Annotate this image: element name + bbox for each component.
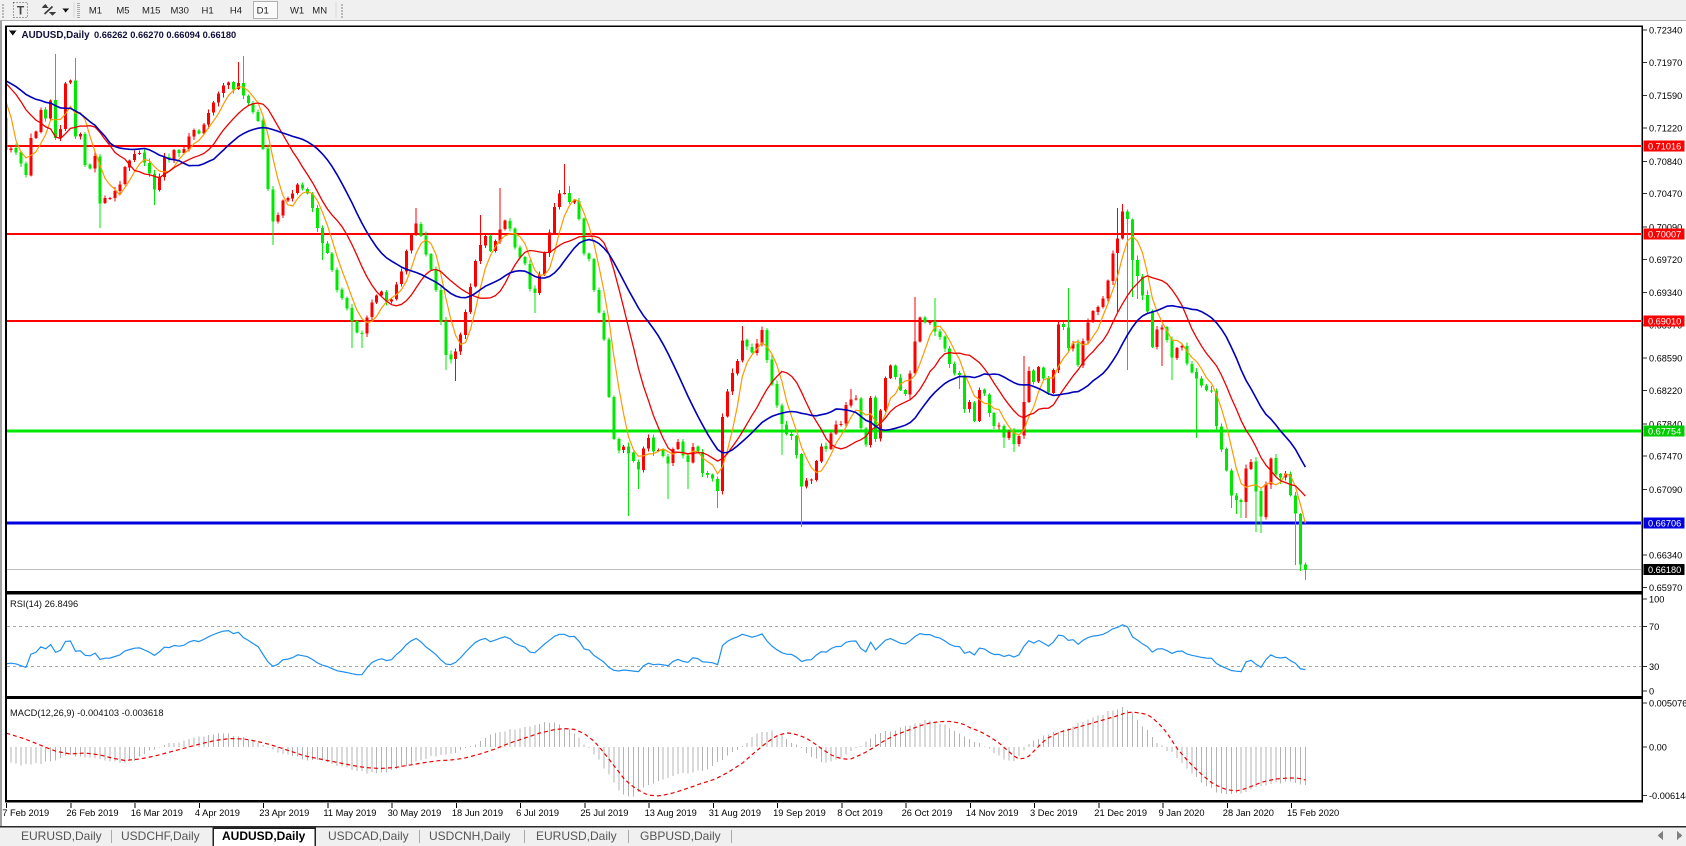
svg-text:0.66262 0.66270 0.66094 0.6618: 0.66262 0.66270 0.66094 0.66180 <box>94 30 236 40</box>
svg-text:USDCAD,Daily: USDCAD,Daily <box>328 829 409 843</box>
svg-text:18 Jun 2019: 18 Jun 2019 <box>452 808 503 818</box>
svg-text:7 Feb 2019: 7 Feb 2019 <box>2 808 49 818</box>
svg-text:-0.006148: -0.006148 <box>1649 791 1686 801</box>
svg-text:0.71970: 0.71970 <box>1649 58 1682 68</box>
svg-text:70: 70 <box>1649 622 1659 632</box>
svg-text:19 Sep 2019: 19 Sep 2019 <box>773 808 826 818</box>
svg-text:MACD(12,26,9) -0.004103 -0.003: MACD(12,26,9) -0.004103 -0.003618 <box>10 708 164 718</box>
svg-text:0.68590: 0.68590 <box>1649 354 1682 364</box>
svg-text:EURUSD,Daily: EURUSD,Daily <box>536 829 617 843</box>
svg-text:0.69340: 0.69340 <box>1649 288 1682 298</box>
svg-text:W1: W1 <box>290 6 304 17</box>
svg-text:100: 100 <box>1649 595 1664 605</box>
svg-text:11 May 2019: 11 May 2019 <box>323 808 376 818</box>
svg-text:0.72340: 0.72340 <box>1649 26 1682 36</box>
svg-text:EURUSD,Daily: EURUSD,Daily <box>21 829 102 843</box>
svg-text:0.71220: 0.71220 <box>1649 124 1682 134</box>
svg-text:31 Aug 2019: 31 Aug 2019 <box>709 808 761 818</box>
svg-text:M5: M5 <box>116 6 129 17</box>
svg-text:USDCNH,Daily: USDCNH,Daily <box>429 829 510 843</box>
svg-text:H1: H1 <box>202 6 214 17</box>
svg-text:0.71590: 0.71590 <box>1649 91 1682 101</box>
svg-text:T: T <box>17 4 25 18</box>
svg-text:MN: MN <box>312 6 327 17</box>
svg-text:M1: M1 <box>89 6 102 17</box>
svg-text:0.65970: 0.65970 <box>1649 583 1682 593</box>
svg-text:M15: M15 <box>142 6 160 17</box>
svg-text:USDCHF,Daily: USDCHF,Daily <box>121 829 200 843</box>
svg-text:30 May 2019: 30 May 2019 <box>388 808 442 818</box>
svg-text:RSI(14) 26.8496: RSI(14) 26.8496 <box>10 599 78 609</box>
svg-text:0.00: 0.00 <box>1649 743 1667 753</box>
svg-text:AUDUSD,Daily: AUDUSD,Daily <box>222 829 306 843</box>
svg-text:0: 0 <box>1649 687 1654 697</box>
svg-text:26 Feb 2019: 26 Feb 2019 <box>66 808 118 818</box>
svg-text:0.67090: 0.67090 <box>1649 485 1682 495</box>
svg-text:16 Mar 2019: 16 Mar 2019 <box>131 808 183 818</box>
svg-text:13 Aug 2019: 13 Aug 2019 <box>645 808 697 818</box>
svg-text:4 Apr 2019: 4 Apr 2019 <box>195 808 240 818</box>
svg-text:0.70007: 0.70007 <box>1648 230 1681 240</box>
svg-text:0.69720: 0.69720 <box>1649 255 1682 265</box>
svg-text:28 Jan 2020: 28 Jan 2020 <box>1223 808 1274 818</box>
svg-text:0.66706: 0.66706 <box>1648 519 1681 529</box>
svg-text:8 Oct 2019: 8 Oct 2019 <box>837 808 882 818</box>
svg-text:9 Jan 2020: 9 Jan 2020 <box>1159 808 1205 818</box>
svg-text:0.005076: 0.005076 <box>1649 699 1686 709</box>
svg-text:15 Feb 2020: 15 Feb 2020 <box>1287 808 1339 818</box>
svg-text:30: 30 <box>1649 662 1659 672</box>
svg-text:0.67754: 0.67754 <box>1648 427 1681 437</box>
svg-text:0.71016: 0.71016 <box>1648 142 1681 152</box>
svg-text:23 Apr 2019: 23 Apr 2019 <box>259 808 309 818</box>
svg-text:0.67470: 0.67470 <box>1649 452 1682 462</box>
svg-text:D1: D1 <box>257 6 269 17</box>
svg-text:14 Nov 2019: 14 Nov 2019 <box>966 808 1019 818</box>
svg-text:21 Dec 2019: 21 Dec 2019 <box>1094 808 1147 818</box>
svg-text:3 Dec 2019: 3 Dec 2019 <box>1030 808 1078 818</box>
svg-text:26 Oct 2019: 26 Oct 2019 <box>902 808 953 818</box>
svg-text:GBPUSD,Daily: GBPUSD,Daily <box>640 829 721 843</box>
svg-text:0.70090: 0.70090 <box>1649 222 1682 232</box>
svg-text:6 Jul 2019: 6 Jul 2019 <box>516 808 559 818</box>
svg-text:0.70840: 0.70840 <box>1649 157 1682 167</box>
svg-text:0.66340: 0.66340 <box>1649 550 1682 560</box>
svg-text:0.67840: 0.67840 <box>1649 419 1682 429</box>
svg-text:0.69010: 0.69010 <box>1648 317 1681 327</box>
svg-text:AUDUSD,Daily: AUDUSD,Daily <box>22 30 91 41</box>
svg-text:M30: M30 <box>170 6 188 17</box>
svg-text:0.66180: 0.66180 <box>1648 565 1681 575</box>
svg-text:H4: H4 <box>230 6 242 17</box>
svg-text:0.68220: 0.68220 <box>1649 386 1682 396</box>
svg-text:25 Jul 2019: 25 Jul 2019 <box>580 808 628 818</box>
svg-text:0.70470: 0.70470 <box>1649 189 1682 199</box>
